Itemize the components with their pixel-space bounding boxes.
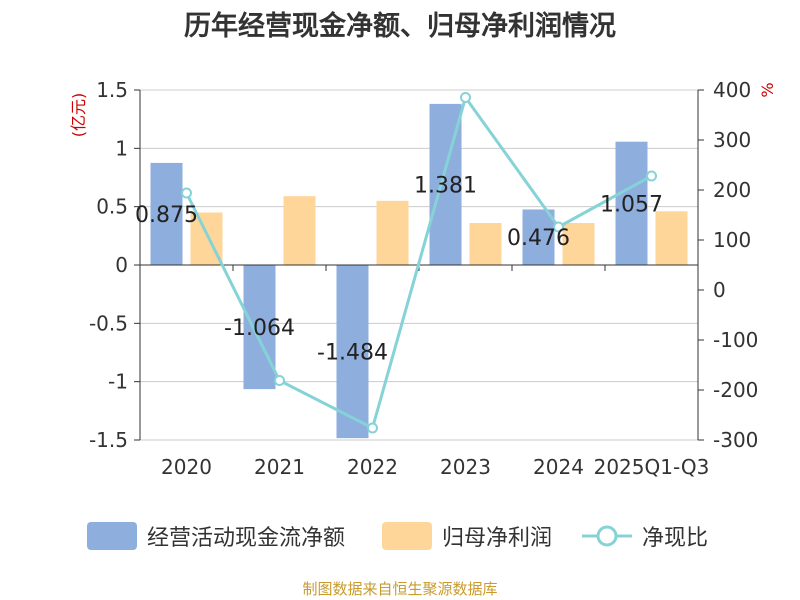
x-tick-label: 2025Q1-Q3 [594, 455, 710, 479]
point-ratio-2024 [553, 221, 564, 233]
y-right-tick-label: 400 [713, 78, 751, 102]
y-right-tick-label: -200 [713, 378, 758, 402]
y-right-tick-label: 200 [713, 178, 751, 202]
legend-item-netprofit[interactable]: 归母净利润 [382, 516, 552, 556]
legend-swatch-ratio [582, 525, 632, 547]
y-right-tick-label: -300 [713, 428, 758, 452]
legend-label-cashflow: 经营活动现金流净额 [147, 526, 346, 551]
x-tick-label: 2020 [161, 455, 212, 479]
bar-netprofit-2024 [562, 223, 595, 265]
x-tick-label: 2022 [347, 455, 398, 479]
bar-cashflow-2022 [336, 265, 369, 439]
chart-title: 历年经营现金净额、归母净利润情况 [184, 11, 616, 42]
legend: 经营活动现金流净额 归母净利润 净现比 [0, 516, 800, 556]
legend-swatch-netprofit [382, 522, 432, 550]
bar-netprofit-2023 [469, 223, 502, 265]
point-ratio-2021 [274, 375, 285, 386]
data-labels: 0.875 -1.064 -1.484 1.381 0.476 1.057 [135, 173, 663, 365]
line-series [181, 92, 657, 434]
point-ratio-2020 [181, 187, 192, 199]
y-left-tick-label: 1 [115, 136, 128, 160]
point-ratio-2023 [460, 92, 471, 103]
bar-cashflow-2020 [150, 162, 183, 265]
tick-labels: 1.5 1 0.5 0 -0.5 -1 -1.5 400 300 200 100 0 -100 -200 -… [69, 78, 777, 479]
y-left-tick-label: -1 [108, 370, 128, 394]
x-tick-label: 2024 [533, 455, 584, 479]
data-label-cashflow-2025Q1-Q3: 1.057 [600, 192, 663, 217]
legend-item-ratio[interactable]: 净现比 [582, 516, 708, 556]
y-right-unit-label: % [758, 82, 777, 97]
y-left-tick-label: -1.5 [89, 428, 128, 452]
bar-cashflow-2025Q1-Q3 [615, 141, 648, 265]
y-right-tick-label: -100 [713, 328, 758, 352]
legend-label-ratio: 净现比 [642, 526, 709, 551]
data-source-note: 制图数据来自恒生聚源数据库 [302, 580, 498, 598]
y-right-tick-label: 300 [713, 128, 751, 152]
point-ratio-2025Q1-Q3 [646, 170, 657, 182]
bar-netprofit-2021 [283, 196, 316, 265]
data-label-cashflow-2021: -1.064 [224, 316, 295, 341]
legend-item-cashflow[interactable]: 经营活动现金流净额 [87, 516, 345, 556]
data-label-cashflow-2022: -1.484 [317, 341, 388, 366]
y-right-tick-label: 0 [713, 278, 726, 302]
bar-netprofit-2025Q1-Q3 [655, 211, 688, 265]
bar-series [150, 103, 688, 439]
bar-cashflow-2021 [243, 265, 276, 390]
bar-netprofit-2022 [376, 200, 409, 265]
point-ratio-2022 [367, 422, 378, 434]
legend-swatch-cashflow [87, 522, 137, 550]
bar-cashflow-2024 [522, 209, 555, 265]
y-left-tick-label: 0.5 [96, 195, 128, 219]
x-tick-label: 2023 [440, 455, 491, 479]
y-left-tick-label: -0.5 [89, 311, 128, 335]
y-right-tick-label: 100 [713, 228, 751, 252]
line-ratio [185, 94, 653, 431]
y-left-unit-label: (亿元) [69, 93, 88, 138]
data-label-cashflow-2023: 1.381 [414, 173, 477, 198]
x-tick-label: 2021 [254, 455, 305, 479]
y-left-tick-label: 1.5 [96, 78, 128, 102]
legend-label-netprofit: 归母净利润 [442, 526, 553, 551]
data-label-cashflow-2024: 0.476 [507, 226, 570, 251]
data-label-cashflow-2020: 0.875 [135, 203, 198, 228]
y-left-tick-label: 0 [115, 253, 128, 277]
